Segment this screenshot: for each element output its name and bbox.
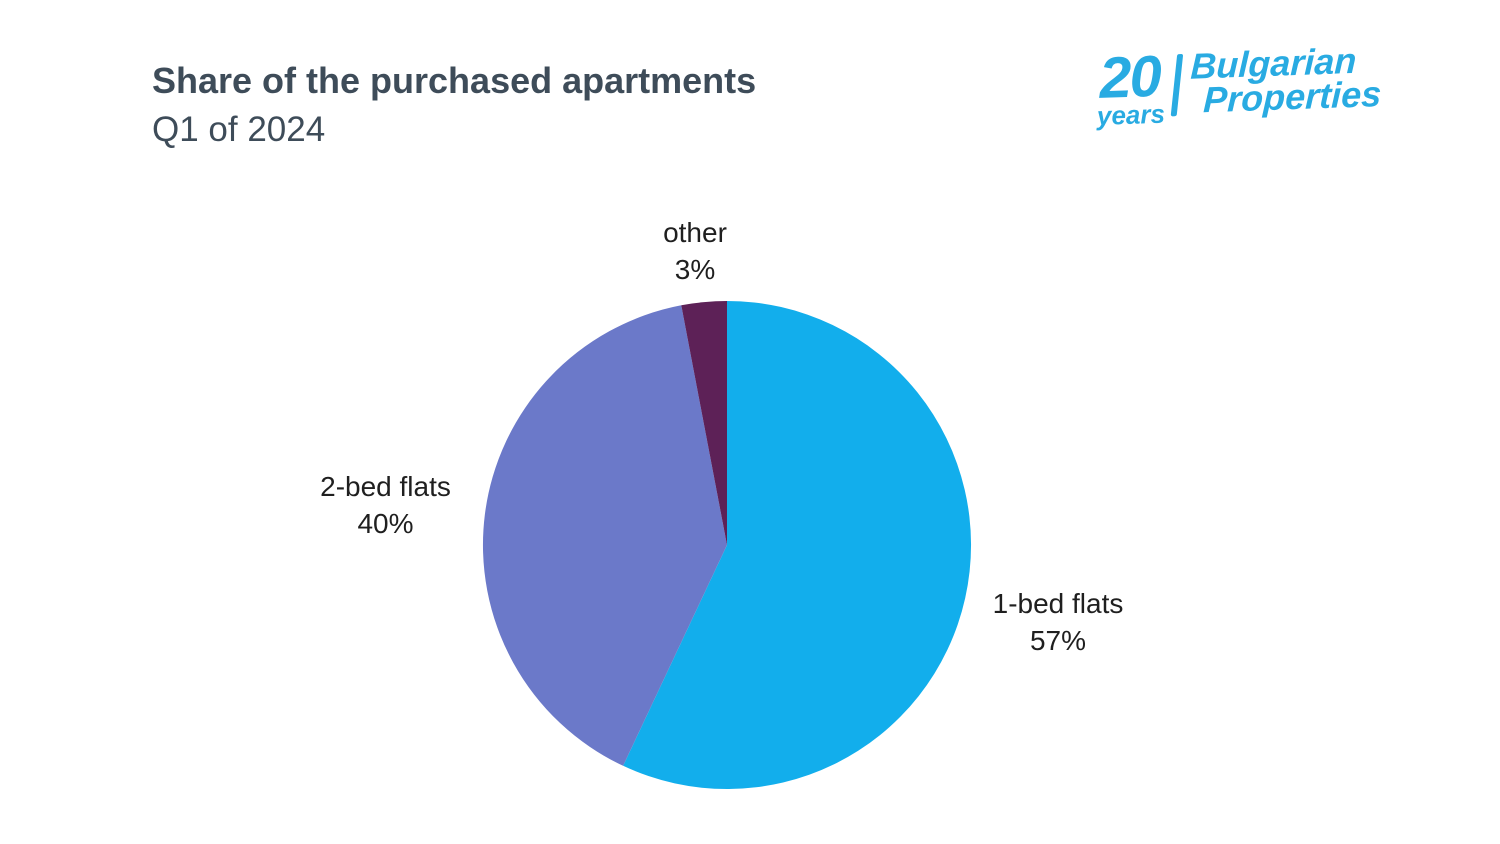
pie-label-1bed-pct: 57% bbox=[1029, 625, 1087, 656]
pie-label-1bed-flats: 1-bed flats 57% bbox=[958, 585, 1158, 659]
page-title: Share of the purchased apartments bbox=[152, 60, 757, 101]
pie-chart-svg bbox=[482, 300, 972, 790]
logo-years-word: years bbox=[1096, 98, 1166, 132]
pie-label-2bed-name: 2-bed flats bbox=[320, 471, 451, 502]
pie-label-1bed-name: 1-bed flats bbox=[992, 588, 1124, 619]
title-block: Share of the purchased apartments Q1 of … bbox=[152, 58, 756, 153]
logo-20-number: 20 bbox=[1098, 43, 1161, 111]
pie-chart bbox=[480, 298, 974, 792]
pie-label-other: other 3% bbox=[610, 214, 780, 288]
pie-label-other-pct: 3% bbox=[674, 254, 716, 285]
pie-slice-2-bed-flats bbox=[482, 305, 727, 766]
pie-slice-1-bed-flats bbox=[623, 300, 972, 790]
logo-brand-name: Bulgarian Properties bbox=[1189, 40, 1383, 121]
logo-anniversary: 20 years bbox=[1095, 43, 1166, 132]
logo-brand-line2: Properties bbox=[1202, 73, 1382, 121]
brand-logo: 20 years Bulgarian Properties bbox=[1095, 40, 1384, 132]
logo-divider bbox=[1170, 53, 1184, 117]
pie-slice-other bbox=[681, 300, 727, 545]
pie-label-other-name: other bbox=[663, 217, 727, 248]
page-subtitle: Q1 of 2024 bbox=[152, 110, 326, 149]
pie-label-2bed-pct: 40% bbox=[357, 508, 414, 539]
pie-label-2bed-flats: 2-bed flats 40% bbox=[288, 468, 483, 542]
